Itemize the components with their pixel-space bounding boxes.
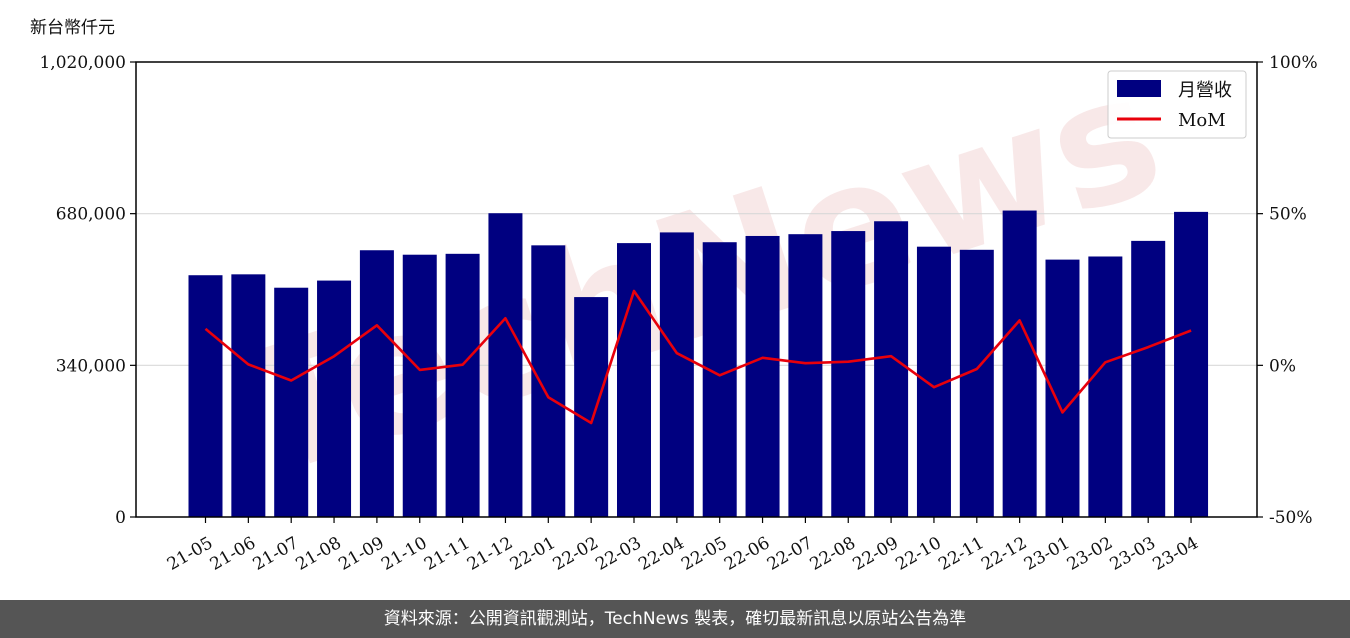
x-tick-label: 21-07 <box>250 533 302 575</box>
revenue-bar <box>702 242 737 517</box>
right-y-tick-label: -50% <box>1269 508 1313 528</box>
mom-line <box>204 289 1192 425</box>
x-tick-label: 22-11 <box>935 533 987 575</box>
revenue-bar <box>788 234 823 517</box>
revenue-bar <box>959 249 994 518</box>
x-tick-label: 21-11 <box>421 533 473 575</box>
right-y-tick-label: 0% <box>1269 356 1296 376</box>
x-tick-label: 22-07 <box>764 533 816 575</box>
revenue-bar <box>617 243 651 517</box>
revenue-bar <box>574 297 609 517</box>
revenue-bar <box>1088 256 1123 517</box>
revenue-bar <box>488 213 523 517</box>
revenue-bar <box>531 245 566 517</box>
x-tick-label: 22-08 <box>807 533 859 575</box>
x-tick-label: 22-10 <box>892 533 944 575</box>
revenue-bar <box>1131 240 1166 518</box>
revenue-bar <box>1174 211 1209 517</box>
x-tick-label: 21-05 <box>164 533 216 575</box>
x-tick-label: 23-03 <box>1107 533 1159 575</box>
x-tick-label: 21-08 <box>292 533 344 575</box>
x-tick-label: 22-12 <box>978 533 1030 575</box>
right-y-tick-label: 100% <box>1269 53 1318 73</box>
revenue-bar <box>659 232 694 517</box>
legend-label-mom: MoM <box>1178 110 1226 131</box>
right-y-tick-label: 50% <box>1269 205 1307 225</box>
revenue-bar <box>402 254 437 518</box>
x-tick-label: 23-04 <box>1149 533 1201 575</box>
left-y-tick-label: 1,020,000 <box>39 53 126 73</box>
x-tick-label: 22-04 <box>635 533 687 575</box>
x-tick-label: 23-02 <box>1064 533 1116 575</box>
x-tick-label: 22-02 <box>550 533 602 575</box>
right-y-axis: -50% 0% 50% 100% <box>1257 53 1318 528</box>
revenue-bar <box>317 280 352 517</box>
left-y-tick-label: 0 <box>115 508 126 528</box>
x-tick-label: 21-10 <box>378 533 430 575</box>
left-y-axis: 0 340,000 680,000 1,020,000 <box>39 53 136 528</box>
x-tick-label: 22-09 <box>850 533 902 575</box>
revenue-bar <box>274 287 309 517</box>
revenue-bar <box>874 221 909 517</box>
x-axis: 21-0521-0621-0721-0821-0921-1021-1121-12… <box>164 517 1202 575</box>
legend-label-revenue: 月營收 <box>1178 80 1232 101</box>
revenue-bar <box>745 235 780 517</box>
plot-frame <box>135 61 1258 518</box>
revenue-bar <box>445 253 480 517</box>
revenue-bar <box>831 231 866 517</box>
left-y-tick-label: 680,000 <box>56 205 126 225</box>
revenue-bar <box>1002 210 1037 517</box>
source-footer: 資料來源：公開資訊觀測站，TechNews 製表，確切最新訊息以原站公告為準 <box>0 600 1350 638</box>
mom-line-series <box>204 289 1192 425</box>
x-tick-label: 22-01 <box>507 533 559 575</box>
x-tick-label: 22-05 <box>678 533 730 575</box>
legend-swatch-revenue <box>1117 80 1161 97</box>
left-y-tick-label: 340,000 <box>56 356 126 376</box>
x-tick-label: 22-06 <box>721 533 773 575</box>
chart-legend: 月營收 MoM <box>1107 70 1247 139</box>
bar-series <box>188 210 1209 518</box>
x-tick-label: 21-12 <box>464 533 516 575</box>
x-tick-label: 22-03 <box>592 533 644 575</box>
revenue-bar <box>231 274 266 517</box>
y-axis-unit-label: 新台幣仟元 <box>30 18 115 38</box>
revenue-bar <box>188 275 223 517</box>
revenue-bar <box>359 250 394 517</box>
x-tick-label: 21-06 <box>207 533 259 575</box>
x-tick-label: 21-09 <box>335 533 387 575</box>
x-tick-label: 23-01 <box>1021 533 1073 575</box>
